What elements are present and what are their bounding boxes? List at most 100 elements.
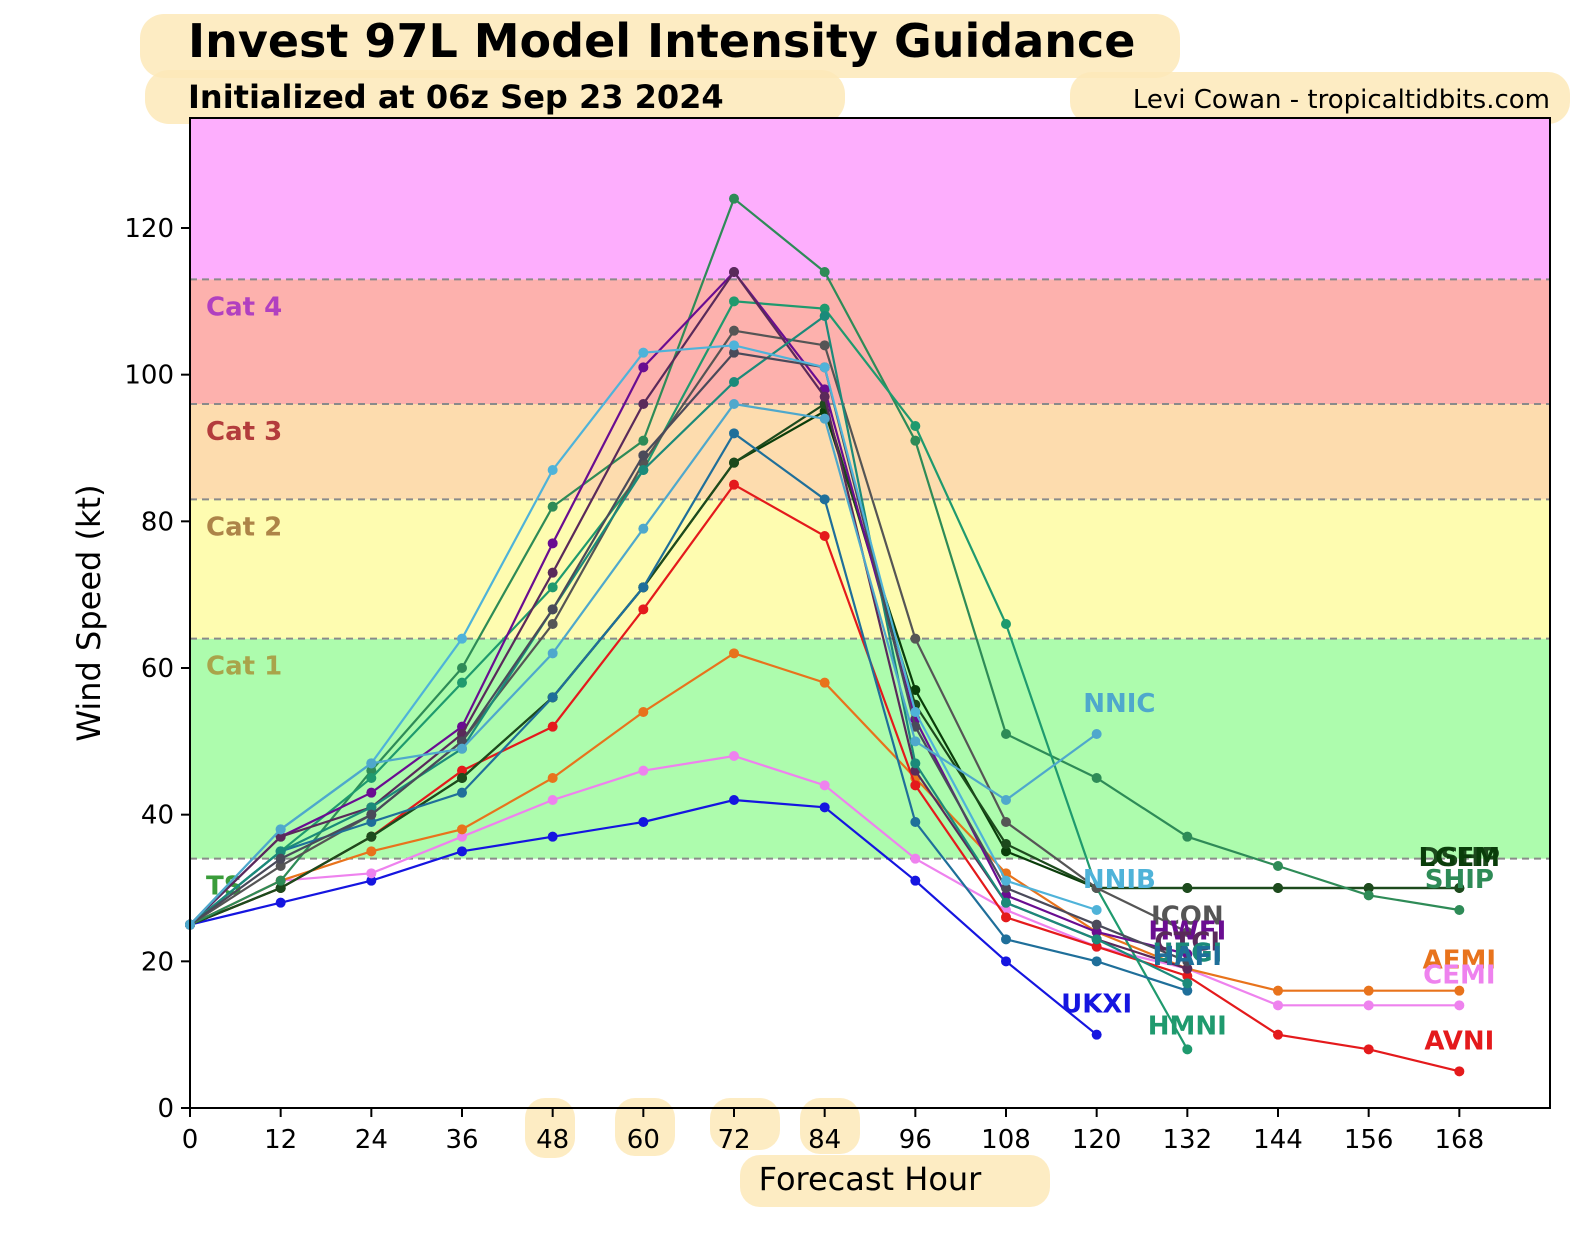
x-tick-label: 48	[536, 1125, 569, 1155]
model-label-icon: ICON	[1151, 902, 1224, 932]
data-point	[1454, 985, 1465, 996]
data-point	[1454, 883, 1465, 893]
data-point	[1001, 619, 1011, 629]
data-point	[819, 362, 830, 373]
data-point	[1182, 956, 1193, 967]
data-point	[275, 846, 286, 857]
data-point	[910, 707, 921, 717]
data-point	[1001, 897, 1011, 908]
data-point	[457, 787, 467, 798]
data-point	[729, 648, 739, 659]
data-point	[547, 465, 558, 475]
model-label-lgem: LGEM	[1419, 843, 1501, 873]
data-point	[1001, 934, 1011, 945]
data-point	[1454, 1000, 1465, 1011]
band-cat-4	[190, 118, 1550, 280]
series-line	[189, 300, 1189, 1050]
data-point	[1182, 927, 1193, 937]
data-point	[1182, 1044, 1193, 1055]
band-label: Cat 1	[206, 652, 282, 682]
data-point	[275, 824, 286, 835]
x-tick-label: 36	[445, 1125, 478, 1155]
model-label-avni: AVNI	[1424, 1026, 1494, 1056]
data-point	[1273, 1000, 1283, 1011]
model-label-ukxi: UKXI	[1061, 990, 1132, 1020]
data-point	[638, 582, 649, 593]
data-point	[910, 736, 921, 747]
data-point	[1091, 1029, 1102, 1040]
x-tick-label: 24	[355, 1125, 388, 1155]
series-line	[189, 351, 1188, 963]
data-point	[819, 494, 830, 505]
x-tick-label: 132	[1163, 1125, 1213, 1155]
data-point	[1001, 912, 1011, 923]
data-point	[819, 802, 830, 813]
data-point	[1001, 795, 1011, 805]
x-tick-label: 72	[717, 1125, 750, 1155]
data-point	[1001, 883, 1011, 893]
data-point	[910, 435, 921, 446]
data-point	[366, 787, 377, 798]
model-label-ctci: CTCI	[1155, 927, 1221, 957]
x-tick-label: 156	[1344, 1125, 1394, 1155]
data-point	[1091, 905, 1102, 915]
data-point	[547, 795, 558, 805]
data-point	[729, 193, 739, 204]
data-point	[547, 567, 558, 578]
data-point	[638, 465, 649, 475]
data-point	[819, 391, 830, 402]
data-point	[819, 531, 830, 541]
band-cat-1	[190, 499, 1550, 639]
data-point	[1001, 875, 1011, 886]
data-point	[729, 479, 739, 490]
data-point	[819, 340, 830, 351]
model-label-hwfi: HWFI	[1148, 916, 1226, 946]
data-point	[729, 428, 739, 439]
data-point	[1273, 883, 1283, 893]
data-point	[819, 267, 830, 277]
x-tick-label: 12	[264, 1125, 297, 1155]
data-point	[457, 831, 467, 842]
band-label: Cat 4	[206, 292, 282, 322]
data-point	[819, 311, 830, 321]
band-cat-2	[190, 404, 1550, 500]
data-point	[729, 795, 739, 805]
data-point	[1091, 919, 1102, 930]
data-point	[638, 604, 649, 615]
y-axis-title: Wind Speed (kt)	[70, 484, 108, 741]
data-point	[1001, 846, 1011, 857]
data-point	[819, 677, 830, 688]
data-point	[729, 751, 739, 761]
data-point	[275, 861, 286, 871]
data-point	[457, 773, 467, 783]
data-point	[729, 377, 739, 387]
data-point	[910, 758, 921, 769]
data-point	[910, 421, 921, 431]
data-point	[638, 347, 649, 358]
data-point	[275, 853, 286, 864]
data-point	[729, 340, 739, 351]
data-point	[547, 582, 558, 593]
data-point	[275, 883, 286, 893]
x-tick-label: 120	[1072, 1125, 1122, 1155]
x-tick-label: 108	[981, 1125, 1031, 1155]
data-point	[819, 413, 830, 424]
x-tick-label: 96	[899, 1125, 932, 1155]
data-point	[910, 633, 921, 644]
data-point	[547, 619, 558, 629]
chart-title: Invest 97L Model Intensity Guidance	[188, 14, 1135, 68]
model-label-dshp: DSHP	[1419, 843, 1500, 873]
data-point	[638, 450, 649, 461]
data-point	[457, 846, 467, 857]
data-point	[1001, 817, 1011, 827]
model-label-uegi: UEGI	[1152, 938, 1222, 968]
data-point	[638, 362, 649, 373]
data-point	[1091, 956, 1102, 967]
data-point	[1363, 1044, 1374, 1055]
data-point	[547, 773, 558, 783]
data-point	[366, 846, 377, 857]
data-point	[366, 809, 377, 820]
x-axis-title: Forecast Hour	[759, 1160, 983, 1198]
